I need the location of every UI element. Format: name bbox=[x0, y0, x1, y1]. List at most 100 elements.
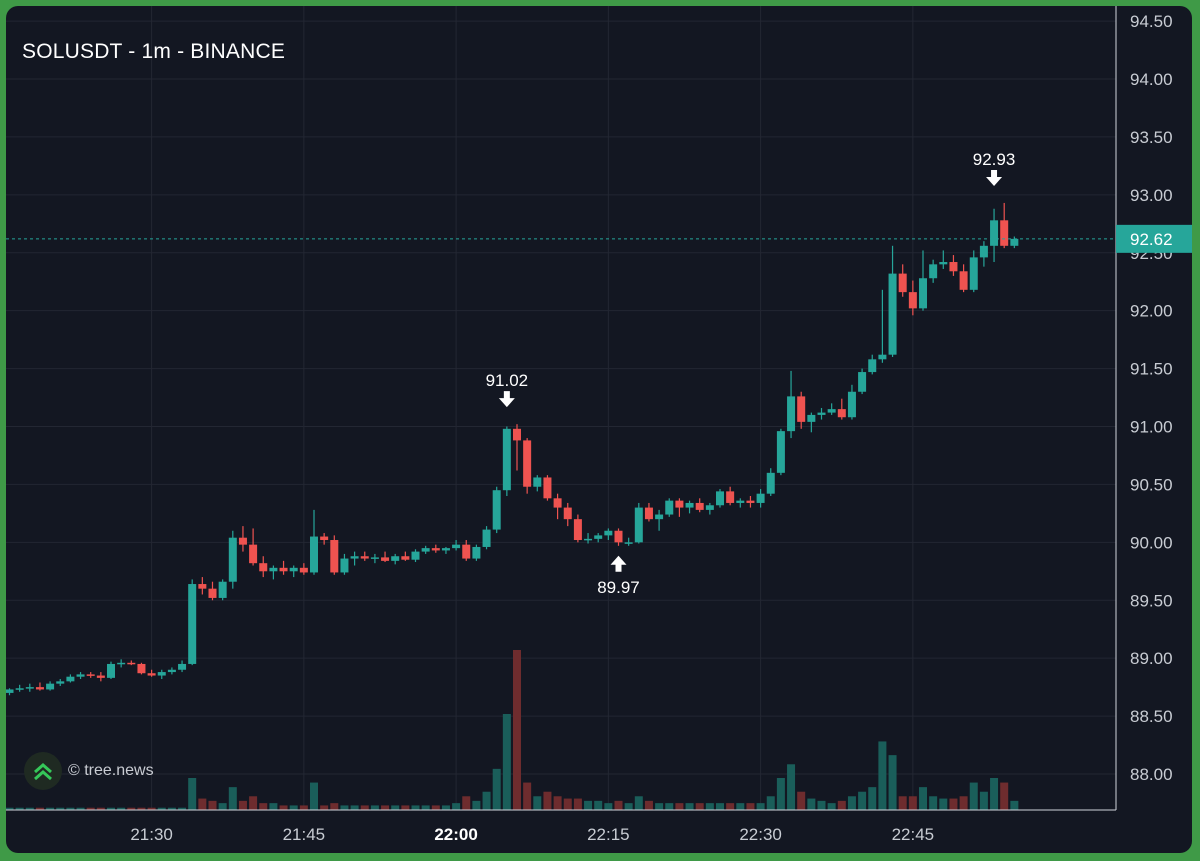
candle bbox=[736, 498, 745, 508]
candle-body bbox=[238, 537, 247, 545]
candle bbox=[25, 683, 34, 692]
x-tick-label: 22:30 bbox=[739, 825, 782, 844]
current-price-tag bbox=[1116, 224, 1192, 253]
candle bbox=[990, 208, 999, 263]
watermark: © tree.news bbox=[24, 752, 154, 790]
candle bbox=[949, 255, 958, 276]
candle-body bbox=[736, 500, 745, 503]
volume-bar bbox=[858, 791, 867, 810]
candle bbox=[56, 679, 65, 686]
candle-body bbox=[807, 414, 816, 422]
volume-bar bbox=[25, 807, 34, 810]
current-price-label: 92.62 bbox=[1130, 230, 1173, 249]
candle bbox=[979, 241, 988, 267]
candle-body bbox=[381, 557, 390, 561]
volume-bar bbox=[594, 800, 603, 810]
candle-body bbox=[66, 676, 75, 682]
volume-bar bbox=[695, 803, 704, 810]
volume-bar bbox=[655, 803, 664, 810]
volume-bar bbox=[766, 796, 775, 810]
candle bbox=[431, 544, 440, 553]
candle bbox=[370, 553, 379, 564]
candle bbox=[289, 565, 298, 578]
candle bbox=[269, 565, 278, 580]
volume-bar bbox=[269, 803, 278, 810]
volume-bar bbox=[462, 796, 471, 810]
candlestick-chart[interactable]: 94.5094.0093.5093.0092.5092.0091.5091.00… bbox=[6, 6, 1192, 853]
candle bbox=[421, 545, 430, 554]
candle-body bbox=[350, 556, 359, 559]
volume-bar bbox=[573, 798, 582, 810]
candle bbox=[655, 509, 664, 531]
candle-body bbox=[360, 556, 369, 559]
candle-body bbox=[573, 519, 582, 541]
candle-body bbox=[776, 431, 785, 473]
annotation-label: 91.02 bbox=[486, 371, 529, 390]
candle-body bbox=[96, 675, 105, 678]
volume-bar bbox=[66, 807, 75, 810]
candle bbox=[350, 551, 359, 566]
candle-body bbox=[76, 674, 85, 677]
volume-bar bbox=[198, 798, 207, 810]
candle bbox=[391, 553, 400, 565]
candle bbox=[147, 669, 156, 677]
volume-bar bbox=[299, 805, 308, 810]
volume-bar bbox=[604, 803, 613, 810]
volume-bar bbox=[218, 803, 227, 810]
candle bbox=[756, 489, 765, 508]
candle-body bbox=[919, 278, 927, 309]
candle-body bbox=[117, 662, 126, 665]
candle-body bbox=[269, 567, 278, 572]
y-tick-label: 89.00 bbox=[1130, 649, 1173, 668]
volume-bar bbox=[157, 807, 166, 810]
volume-bar bbox=[716, 803, 724, 810]
candle-body bbox=[157, 672, 166, 676]
candle bbox=[472, 544, 481, 561]
candle-body bbox=[492, 490, 501, 530]
y-tick-label: 88.50 bbox=[1130, 707, 1173, 726]
candle-body bbox=[563, 507, 572, 520]
volume-bar bbox=[939, 798, 948, 810]
candle bbox=[259, 556, 268, 578]
candle-body bbox=[401, 556, 410, 560]
candle-body bbox=[198, 584, 207, 589]
candle-body bbox=[766, 472, 775, 494]
candle-body bbox=[858, 372, 867, 392]
volume-bar bbox=[279, 805, 288, 810]
volume-bar bbox=[86, 807, 95, 810]
volume-bar bbox=[188, 778, 197, 810]
candle-body bbox=[888, 273, 897, 355]
candle bbox=[705, 502, 714, 515]
candle bbox=[208, 581, 217, 601]
candle bbox=[827, 403, 836, 415]
candle bbox=[594, 533, 603, 543]
candle bbox=[6, 688, 14, 696]
volume-bar bbox=[827, 803, 836, 810]
volume-bar bbox=[137, 807, 146, 810]
x-tick-label: 21:30 bbox=[130, 825, 173, 844]
candle bbox=[543, 475, 552, 501]
candle-body bbox=[594, 535, 603, 539]
y-tick-label: 93.50 bbox=[1130, 128, 1173, 147]
candle-body bbox=[482, 529, 491, 547]
candle-body bbox=[634, 507, 643, 543]
volume-bar bbox=[746, 803, 755, 810]
y-tick-label: 94.50 bbox=[1130, 12, 1173, 31]
candle-body bbox=[370, 557, 379, 559]
candle-body bbox=[462, 544, 471, 559]
volume-bar bbox=[482, 791, 491, 810]
candle-body bbox=[847, 391, 856, 418]
candle-body bbox=[218, 581, 227, 598]
candle-body bbox=[959, 271, 968, 290]
candle bbox=[96, 672, 105, 682]
volume-bar bbox=[685, 803, 694, 810]
y-tick-label: 91.50 bbox=[1130, 360, 1173, 379]
high-marker: 91.02 bbox=[486, 371, 529, 408]
candle bbox=[320, 533, 329, 545]
candle bbox=[919, 250, 927, 311]
volume-bar bbox=[533, 796, 542, 810]
candle-body bbox=[431, 548, 440, 551]
candle bbox=[249, 528, 258, 566]
candle bbox=[198, 577, 207, 595]
volume-bar bbox=[1000, 782, 1009, 810]
